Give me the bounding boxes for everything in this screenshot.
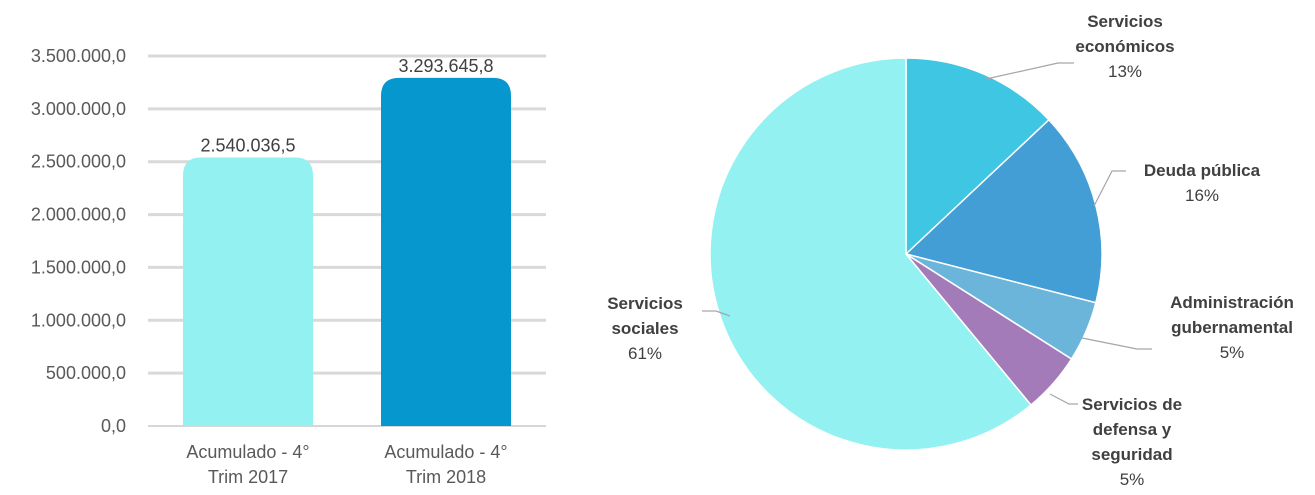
- bar: [183, 157, 313, 426]
- slice-percent: 13%: [1108, 62, 1142, 81]
- pie-slice: [905, 57, 1050, 256]
- leader-line: [1081, 337, 1152, 350]
- bar-chart: 0,0 500.000,0 1.000.000,0 1.500.000,0 2.000.…: [31, 46, 546, 487]
- pie-slice: [709, 57, 1032, 451]
- pie-slice: [904, 118, 1103, 304]
- data-label: 2.540.036,5: [200, 135, 295, 155]
- y-tick-label: 1.500.000,0: [31, 257, 126, 277]
- slice-percent: 5%: [1120, 470, 1145, 489]
- y-tick-label: 1.000.000,0: [31, 310, 126, 330]
- slice-name: gubernamental: [1171, 318, 1293, 337]
- y-tick-label: 2.000.000,0: [31, 205, 126, 225]
- slice-name: Servicios: [607, 294, 683, 313]
- leader-line: [985, 62, 1074, 80]
- bar: [381, 77, 511, 427]
- leader-line: [702, 310, 731, 317]
- slice-name: Servicios de: [1082, 395, 1182, 414]
- slice-name: Servicios: [1087, 12, 1163, 31]
- slice-percent: 61%: [628, 344, 662, 363]
- y-tick-label: 2.500.000,0: [31, 152, 126, 172]
- y-tick-label: 3.500.000,0: [31, 46, 126, 66]
- slice-name: Deuda pública: [1144, 161, 1261, 180]
- slice-name: Administración: [1170, 293, 1294, 312]
- x-tick-label: Trim 2017: [208, 467, 288, 487]
- y-tick-label: 0,0: [101, 416, 126, 436]
- leader-line: [1093, 170, 1126, 207]
- leader-line: [1049, 393, 1078, 405]
- y-tick-label: 3.000.000,0: [31, 99, 126, 119]
- x-tick-label: Acumulado - 4°: [384, 442, 507, 462]
- slice-name: seguridad: [1091, 445, 1172, 464]
- x-tick-label: Trim 2018: [406, 467, 486, 487]
- pie-chart: Servicios económicos 13% Deuda pública 16% Ad…: [607, 12, 1294, 489]
- x-tick-label: Acumulado - 4°: [186, 442, 309, 462]
- y-tick-label: 500.000,0: [46, 363, 126, 383]
- slice-name: económicos: [1075, 37, 1174, 56]
- slice-percent: 5%: [1220, 343, 1245, 362]
- slice-name: defensa y: [1093, 420, 1172, 439]
- slice-name: sociales: [611, 319, 678, 338]
- slice-percent: 16%: [1185, 186, 1219, 205]
- data-label: 3.293.645,8: [398, 56, 493, 76]
